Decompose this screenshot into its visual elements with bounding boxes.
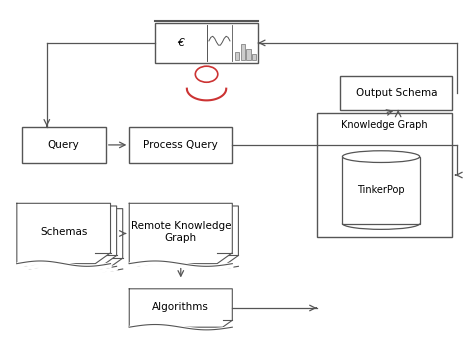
Text: TinkerPop: TinkerPop bbox=[357, 185, 405, 195]
Polygon shape bbox=[29, 209, 123, 269]
Polygon shape bbox=[136, 206, 238, 266]
Bar bbox=[235, 52, 239, 60]
Polygon shape bbox=[17, 203, 110, 264]
Bar bbox=[342, 157, 419, 223]
Polygon shape bbox=[129, 289, 232, 327]
Bar bbox=[241, 44, 245, 60]
Bar bbox=[340, 76, 453, 110]
Circle shape bbox=[195, 66, 218, 82]
Polygon shape bbox=[129, 203, 232, 264]
Text: Knowledge Graph: Knowledge Graph bbox=[341, 120, 428, 130]
Polygon shape bbox=[23, 206, 117, 266]
Text: Output Schema: Output Schema bbox=[356, 88, 437, 98]
Bar bbox=[155, 23, 258, 63]
Bar bbox=[317, 113, 453, 237]
Bar bbox=[21, 126, 106, 163]
Text: Query: Query bbox=[48, 140, 80, 150]
Text: Remote Knowledge
Graph: Remote Knowledge Graph bbox=[130, 221, 231, 243]
Text: Schemas: Schemas bbox=[40, 227, 87, 237]
Bar bbox=[246, 49, 251, 60]
Text: €: € bbox=[177, 38, 184, 48]
Bar bbox=[252, 54, 256, 60]
Text: Algorithms: Algorithms bbox=[152, 302, 209, 312]
Ellipse shape bbox=[342, 151, 419, 163]
Text: Process Query: Process Query bbox=[144, 140, 218, 150]
Bar bbox=[129, 126, 232, 163]
